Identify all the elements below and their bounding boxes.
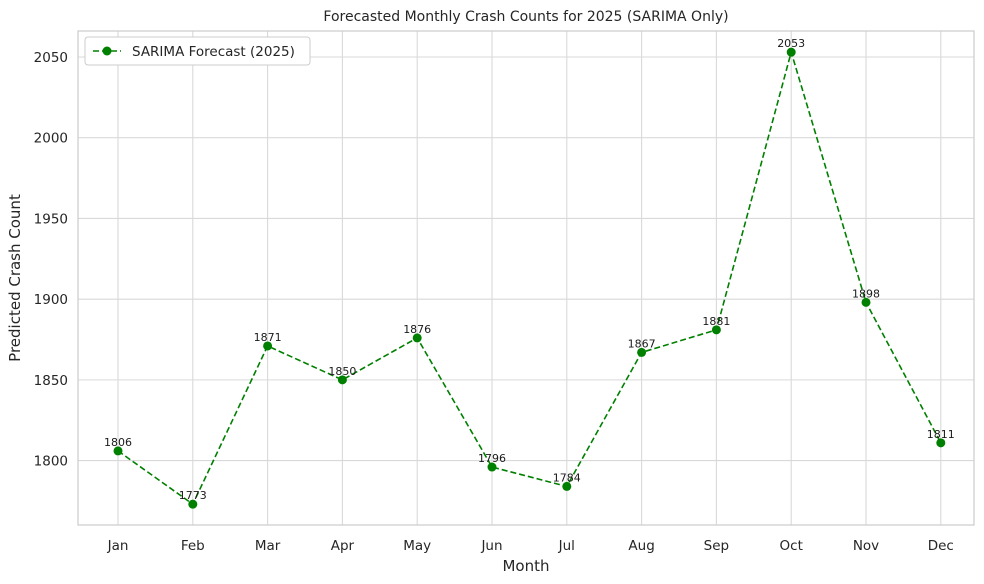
data-point <box>637 347 647 357</box>
data-label: 1806 <box>104 436 132 449</box>
y-tick-label: 2000 <box>34 131 68 147</box>
y-axis-label: Predicted Crash Count <box>6 194 24 362</box>
x-tick-label: Feb <box>181 538 205 554</box>
x-tick-label: Dec <box>928 538 954 554</box>
gridlines <box>78 31 974 525</box>
data-label: 1796 <box>478 452 506 465</box>
x-tick-label: Oct <box>780 538 803 554</box>
x-tick-label: Jan <box>107 538 129 554</box>
chart-title: Forecasted Monthly Crash Counts for 2025… <box>323 9 728 25</box>
data-point <box>263 341 273 351</box>
plot-area-frame <box>77 30 975 526</box>
x-tick-label: Aug <box>628 538 654 554</box>
data-label: 1850 <box>328 365 356 378</box>
data-point <box>337 375 347 385</box>
data-point <box>487 462 497 472</box>
data-label: 1881 <box>702 315 730 328</box>
legend-marker <box>102 46 112 56</box>
x-tick-label: Sep <box>704 538 729 554</box>
x-tick-label: Mar <box>255 538 281 554</box>
data-point <box>936 438 946 448</box>
y-tick-label: 1800 <box>34 454 68 470</box>
data-label: 1867 <box>628 337 656 350</box>
y-tick-label: 2050 <box>34 50 68 66</box>
tick-labels: Jan Feb Mar Apr May Jun Jul Aug Sep Oct Nov Dec 1800… <box>34 50 954 554</box>
x-tick-label: Apr <box>331 538 355 554</box>
series-group <box>113 47 946 509</box>
x-tick-label: Jul <box>558 538 575 554</box>
legend: SARIMA Forecast (2025) <box>84 36 311 66</box>
y-tick-label: 1900 <box>34 292 68 308</box>
data-label: 2053 <box>777 37 805 50</box>
legend-box <box>84 36 311 66</box>
data-point <box>861 297 871 307</box>
data-point <box>188 499 198 509</box>
y-tick-label: 1950 <box>34 211 68 227</box>
data-label: 1898 <box>852 287 880 300</box>
data-point <box>562 481 572 491</box>
data-point <box>113 446 123 456</box>
data-labels: 1806 1773 1871 1850 1876 1796 1784 1867 1881 2053… <box>104 37 955 502</box>
data-label: 1876 <box>403 323 431 336</box>
x-tick-label: Jun <box>480 538 502 554</box>
legend-label: SARIMA Forecast (2025) <box>132 44 295 60</box>
data-point <box>711 325 721 335</box>
data-label: 1811 <box>927 428 955 441</box>
data-label: 1871 <box>254 331 282 344</box>
data-label: 1773 <box>179 489 207 502</box>
x-tick-label: May <box>403 538 431 554</box>
data-point <box>786 47 796 57</box>
data-point <box>412 333 422 343</box>
data-label: 1784 <box>553 471 581 484</box>
series-line <box>117 49 942 506</box>
x-axis-label: Month <box>502 557 549 575</box>
x-tick-label: Nov <box>853 538 879 554</box>
y-tick-label: 1850 <box>34 373 68 389</box>
